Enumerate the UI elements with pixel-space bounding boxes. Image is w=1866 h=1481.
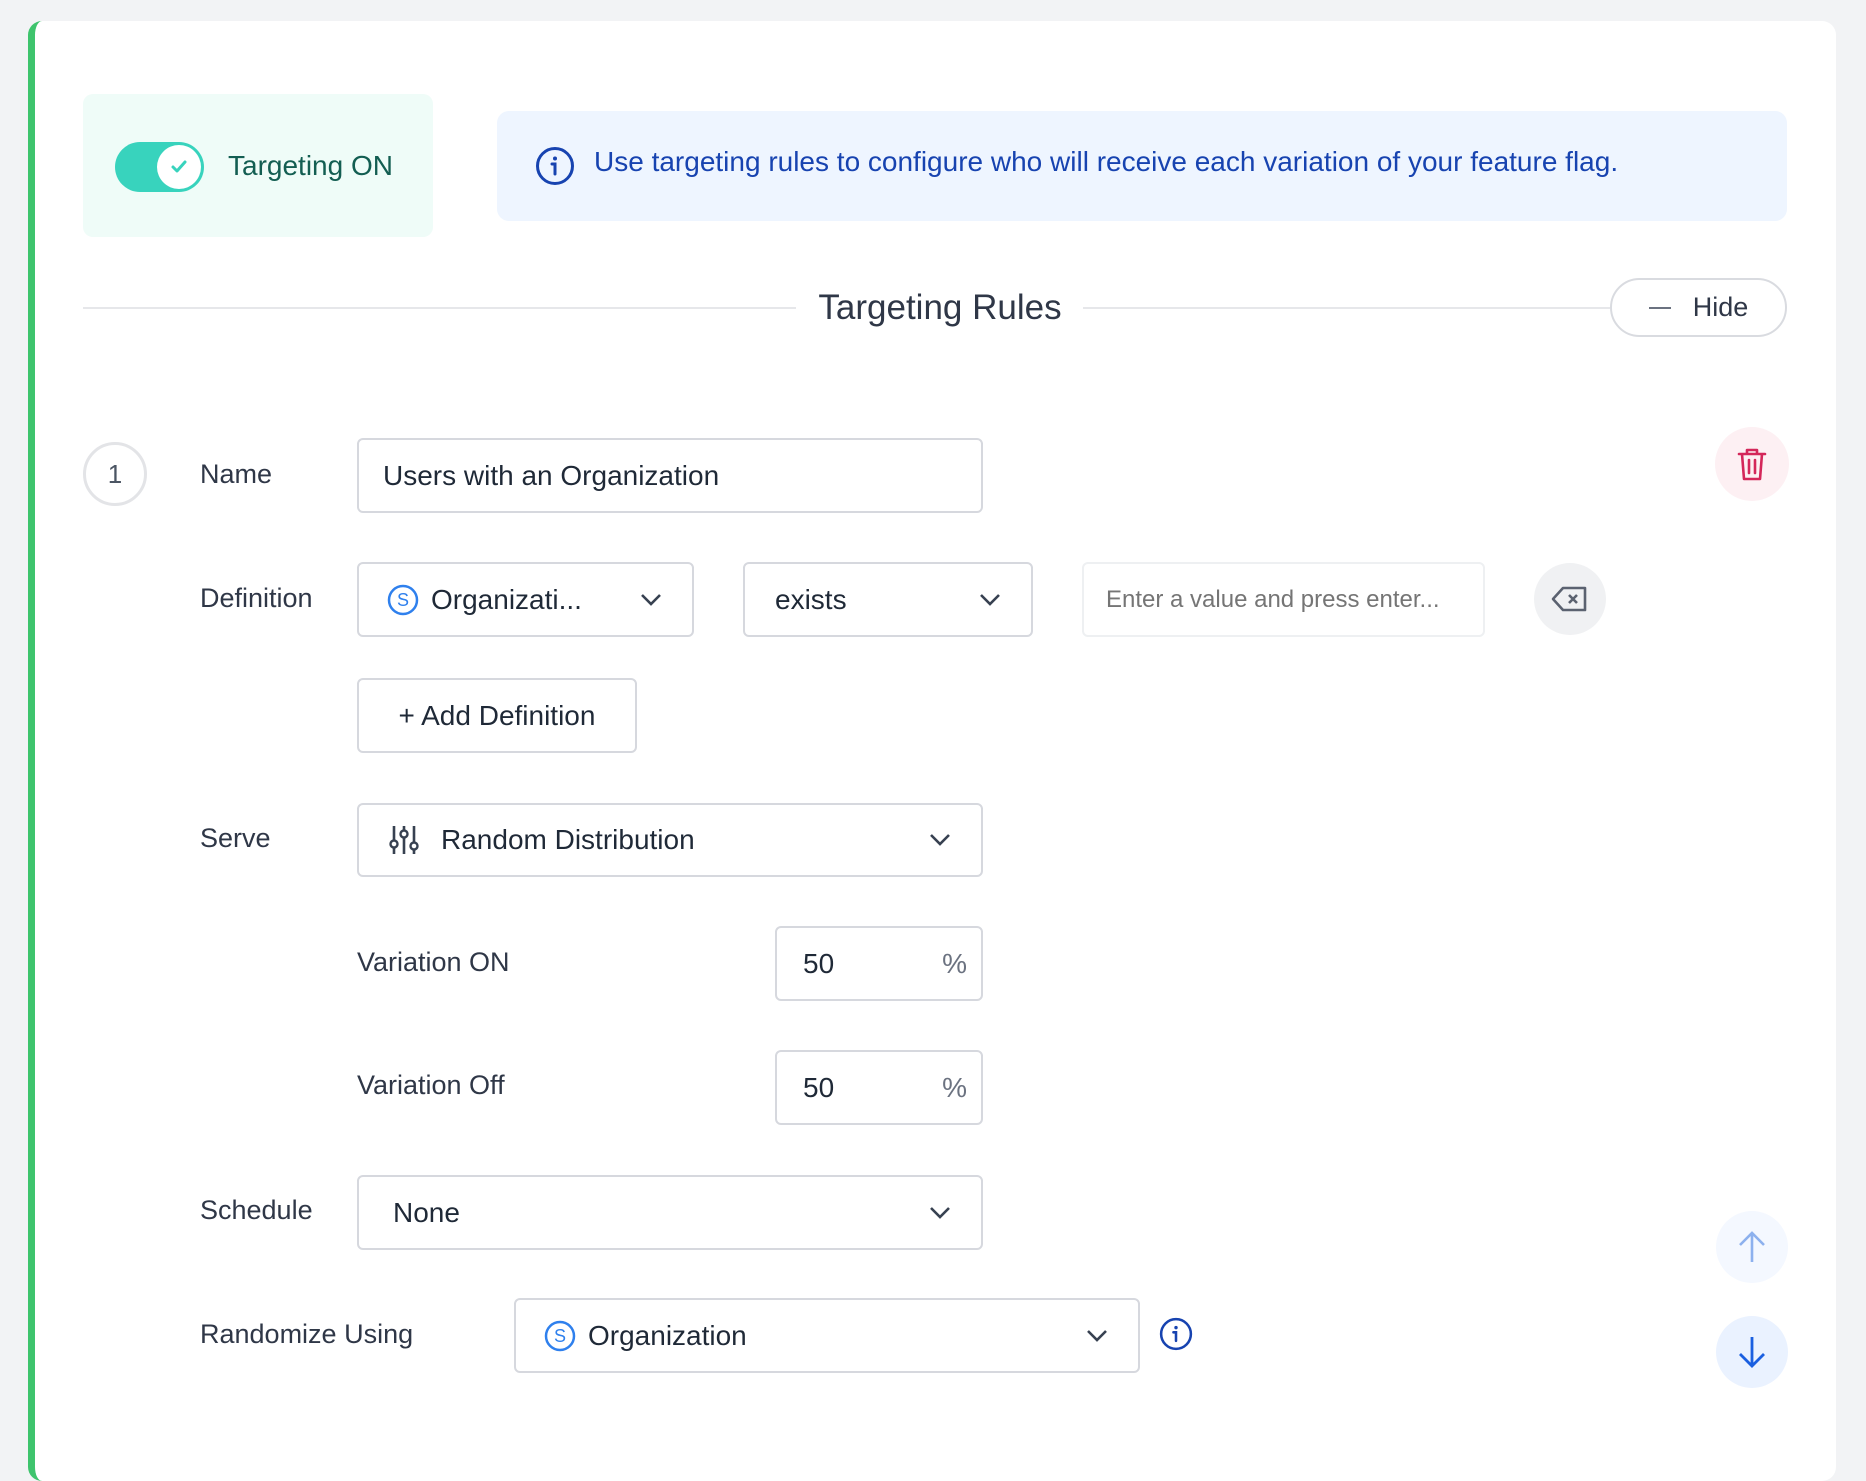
arrow-down-icon [1739,1337,1765,1368]
randomize-label: Randomize Using [200,1319,414,1349]
divider [83,307,796,309]
chevron-down-icon [930,834,950,846]
serve-label: Serve [200,823,271,853]
variation-off-input[interactable]: 50% [775,1050,983,1125]
attribute-select[interactable]: S Organizati... [357,562,694,637]
backspace-icon [1551,586,1587,612]
targeting-toggle[interactable] [115,142,204,192]
definition-label: Definition [200,583,313,613]
variation-off-label: Variation Off [357,1070,505,1100]
trash-icon [1737,448,1767,481]
minus-icon [1648,306,1671,309]
schedule-label: Schedule [200,1195,313,1225]
targeting-toggle-label: Targeting ON [228,150,393,181]
move-up-button[interactable] [1716,1211,1788,1283]
check-icon [157,145,201,189]
move-down-button[interactable] [1716,1316,1788,1388]
section-title: Targeting Rules [818,288,1062,327]
rule-number: 1 [83,442,147,506]
name-label: Name [200,459,273,489]
string-type-icon: S [387,584,419,615]
targeting-card [28,21,1836,1481]
divider [1083,307,1610,309]
chevron-down-icon [930,1206,950,1219]
variation-on-input[interactable]: 50% [775,926,983,1001]
operator-select[interactable]: exists [743,562,1033,637]
chevron-down-icon [980,593,1000,606]
info-icon [535,146,575,191]
variation-on-label: Variation ON [357,947,510,977]
sliders-icon [389,826,419,854]
hide-button[interactable]: Hide [1610,278,1787,337]
schedule-select[interactable]: None [357,1175,983,1250]
info-banner-text: Use targeting rules to configure who wil… [594,146,1619,177]
chevron-down-icon [1087,1329,1107,1342]
definition-value-input[interactable] [1082,562,1485,637]
serve-select[interactable]: Random Distribution [357,803,983,877]
delete-rule-button[interactable] [1715,427,1789,501]
svg-text:S: S [397,590,409,610]
info-banner [497,111,1787,221]
arrow-up-icon [1739,1231,1765,1262]
chevron-down-icon [641,593,661,606]
rule-name-input[interactable]: Users with an Organization [357,438,983,513]
svg-text:S: S [554,1326,566,1346]
clear-value-button[interactable] [1534,563,1606,635]
randomize-select[interactable]: S Organization [514,1298,1140,1373]
string-type-icon: S [544,1320,576,1351]
add-definition-button[interactable]: + Add Definition [357,678,637,753]
randomize-info-icon[interactable] [1159,1317,1193,1356]
